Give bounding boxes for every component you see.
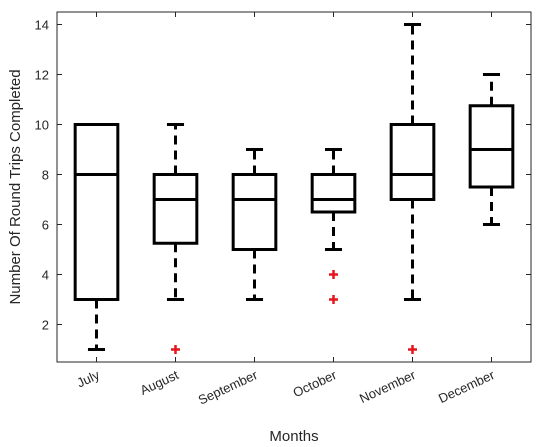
y-tick-label: 10 [35,118,49,133]
x-tick-label: November [357,367,418,406]
box-iqr [152,173,199,245]
box-group [310,148,357,304]
x-tick-label: December [436,367,497,406]
box-iqr [310,173,357,214]
box-iqr [468,104,515,189]
box-iqr [73,123,120,301]
box-group [231,148,278,301]
outlier-marker [408,345,417,354]
plot-marks [73,23,515,354]
box-group [73,123,120,351]
y-tick-label: 14 [35,18,49,33]
x-axis-label: Months [269,428,318,445]
plot-frame [56,11,532,363]
box-group [389,23,436,354]
outlier-marker [329,270,338,279]
x-axis: July August September October November Decemb… [74,12,497,408]
box-iqr [231,173,278,251]
x-tick-label: September [196,367,261,408]
x-tick-label: October [291,367,340,400]
outlier-marker [329,295,338,304]
outlier-marker [171,345,180,354]
y-tick-label: 6 [42,218,49,233]
box-iqr [389,123,436,201]
box-group [152,123,199,354]
x-tick-label: August [138,367,181,398]
y-tick-label: 4 [42,268,49,283]
y-tick-label: 12 [35,68,49,83]
y-tick-label: 2 [42,318,49,333]
x-tick-label: July [74,367,102,391]
box-group [468,73,515,226]
y-tick-label: 8 [42,168,49,183]
y-axis-label: Number Of Round Trips Completed [7,69,24,304]
y-axis: 2 4 6 8 10 12 14 [35,18,531,333]
